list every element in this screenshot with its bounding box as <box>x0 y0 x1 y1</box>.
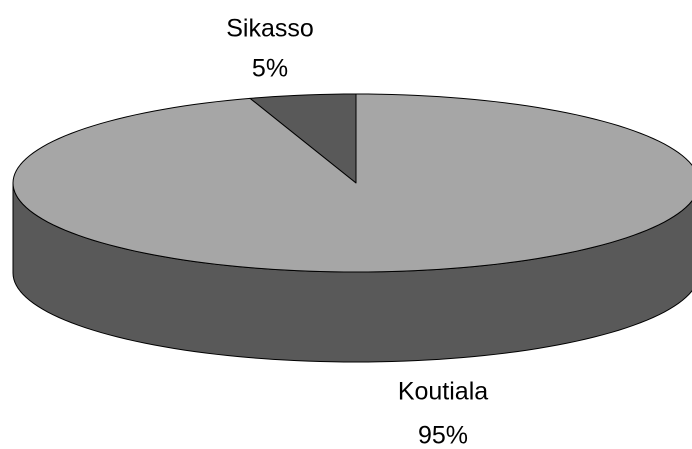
slice-value-label: 95% <box>418 422 468 449</box>
slice <box>12 93 692 273</box>
slice-label: Koutiala <box>398 378 488 406</box>
slice-label: Sikasso <box>226 15 314 43</box>
slice-value-label: 5% <box>252 55 288 83</box>
slice <box>249 93 357 184</box>
